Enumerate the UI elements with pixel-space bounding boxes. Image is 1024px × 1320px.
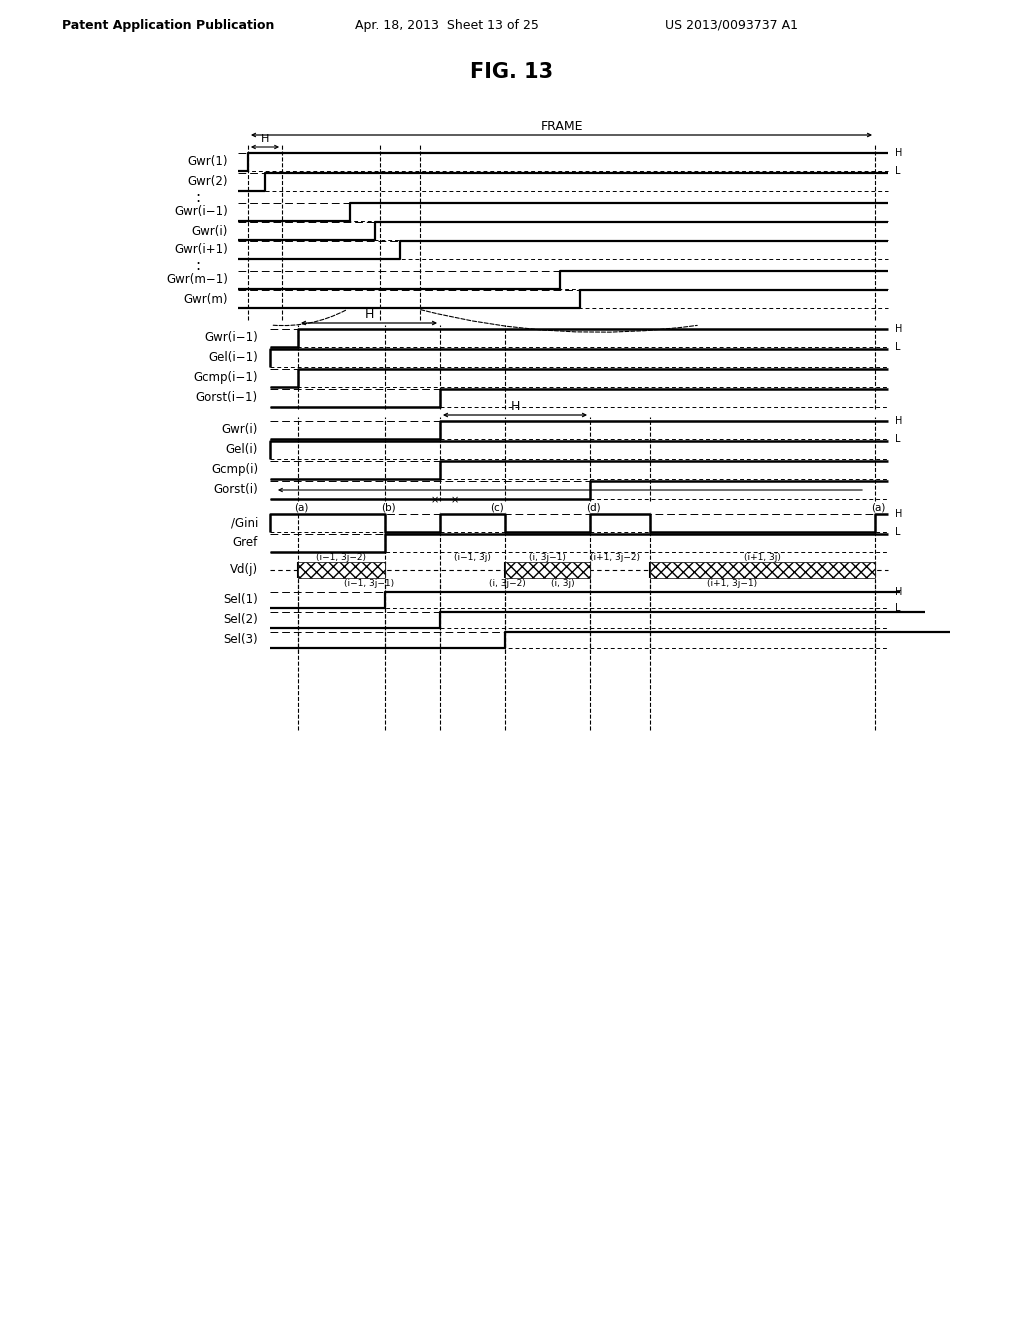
Text: Apr. 18, 2013  Sheet 13 of 25: Apr. 18, 2013 Sheet 13 of 25 [355, 18, 539, 32]
Text: Patent Application Publication: Patent Application Publication [62, 18, 274, 32]
Text: FIG. 13: FIG. 13 [470, 62, 554, 82]
Text: L: L [895, 434, 900, 444]
Text: Gref: Gref [232, 536, 258, 549]
Text: (c): (c) [490, 502, 504, 512]
Text: H: H [365, 308, 374, 321]
Bar [650, 562, 874, 578]
Text: (i, 3j−1): (i, 3j−1) [529, 553, 566, 561]
Text: H: H [895, 587, 902, 597]
Text: Sel(3): Sel(3) [223, 634, 258, 647]
Text: (i+1, 3j−2): (i+1, 3j−2) [590, 553, 640, 561]
Text: Gwr(i−1): Gwr(i−1) [174, 206, 228, 219]
Bar [505, 562, 590, 578]
Text: Gwr(m): Gwr(m) [183, 293, 228, 305]
Text: Gorst(i): Gorst(i) [213, 483, 258, 496]
Text: (i−1, 3j−1): (i−1, 3j−1) [344, 578, 394, 587]
Text: (i+1, 3j−1): (i+1, 3j−1) [708, 578, 758, 587]
Text: (i−1, 3j): (i−1, 3j) [454, 553, 490, 561]
Text: :: : [196, 257, 201, 272]
Text: Sel(2): Sel(2) [223, 614, 258, 627]
Text: H: H [510, 400, 520, 412]
Text: Gwr(2): Gwr(2) [187, 176, 228, 189]
Text: Gcmp(i): Gcmp(i) [211, 463, 258, 477]
Text: Gwr(m−1): Gwr(m−1) [166, 273, 228, 286]
Text: (a): (a) [870, 502, 885, 512]
Text: Gwr(i): Gwr(i) [191, 224, 228, 238]
Text: Gwr(i−1): Gwr(i−1) [204, 331, 258, 345]
Text: ×: × [451, 495, 459, 506]
Text: Gwr(i): Gwr(i) [221, 424, 258, 437]
Text: (i+1, 3j): (i+1, 3j) [744, 553, 781, 561]
Text: FRAME: FRAME [541, 120, 583, 132]
Text: (b): (b) [381, 502, 395, 512]
Text: /Gini: /Gini [230, 516, 258, 529]
Text: (d): (d) [586, 502, 600, 512]
Text: Gel(i): Gel(i) [225, 444, 258, 457]
Text: (i, 3j): (i, 3j) [551, 578, 574, 587]
Text: L: L [895, 603, 900, 612]
Text: L: L [895, 166, 900, 176]
Text: L: L [895, 342, 900, 352]
Text: H: H [895, 416, 902, 426]
Text: Gel(i−1): Gel(i−1) [208, 351, 258, 364]
Text: (i, 3j−2): (i, 3j−2) [488, 578, 525, 587]
Text: :: : [196, 190, 201, 205]
Text: H: H [261, 135, 269, 144]
Text: ×: × [431, 495, 439, 506]
Text: Gorst(i−1): Gorst(i−1) [196, 392, 258, 404]
Text: (a): (a) [294, 502, 308, 512]
Text: Sel(1): Sel(1) [223, 594, 258, 606]
Text: H: H [895, 323, 902, 334]
Text: (i−1, 3j−2): (i−1, 3j−2) [316, 553, 367, 561]
Text: Gwr(i+1): Gwr(i+1) [174, 243, 228, 256]
Text: H: H [895, 148, 902, 158]
Bar [298, 562, 385, 578]
Text: Vd(j): Vd(j) [229, 564, 258, 577]
Text: US 2013/0093737 A1: US 2013/0093737 A1 [665, 18, 798, 32]
Text: Gcmp(i−1): Gcmp(i−1) [194, 371, 258, 384]
Text: H: H [895, 510, 902, 519]
Text: L: L [895, 527, 900, 537]
Text: Gwr(1): Gwr(1) [187, 156, 228, 169]
